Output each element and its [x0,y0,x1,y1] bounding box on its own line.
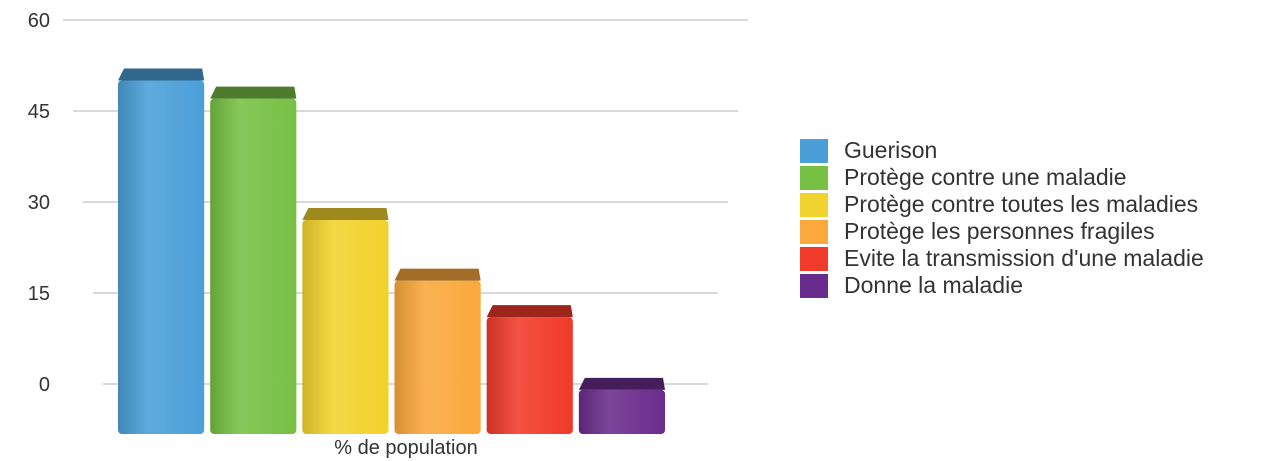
bar-front [210,98,297,435]
y-tick-label: 60 [28,10,50,32]
y-tick-label: 30 [28,192,50,214]
legend-swatch [800,138,828,163]
bar [210,86,297,435]
legend-item: Guerison [800,137,1204,164]
x-axis-label: % de population [334,437,477,459]
bar-top [118,68,205,81]
legend-label: Protège les personnes fragiles [844,218,1155,244]
bar [486,305,573,434]
legend-swatch [800,219,828,244]
legend-item: Protège contre toutes les maladies [800,191,1204,218]
legend-label: Protège contre toutes les maladies [844,191,1199,217]
legend-label: Guerison [844,137,938,163]
bar-front [578,389,665,434]
legend-item: Evite la transmission d'une maladie [800,245,1204,272]
bar-front [302,220,389,434]
y-tick-label: 45 [28,101,50,123]
legend-swatch [800,165,828,190]
y-tick-label: 0 [39,374,50,396]
legend-item: Protège contre une maladie [800,164,1204,191]
bar-top [394,268,481,281]
bar-chart: 0 15 30 45 60 % de population [28,10,748,459]
bars [118,68,665,435]
bar-top [578,377,665,390]
bar [578,377,665,434]
bar [302,208,389,434]
legend: Guerison Protège contre une maladie Prot… [800,137,1204,299]
legend-item: Protège les personnes fragiles [800,218,1204,245]
bar-top [302,208,389,220]
y-tick-label: 15 [28,283,50,305]
bar-front [118,80,205,434]
bar-top [210,86,297,99]
bar-top [486,305,573,318]
bar [118,68,205,434]
legend-swatch [800,246,828,271]
bar [394,268,481,434]
y-axis-ticks: 0 15 30 45 60 [28,10,50,396]
legend-label: Protège contre une maladie [844,164,1127,190]
legend-swatch [800,192,828,217]
bar-front [486,317,573,434]
legend-item: Donne la maladie [800,272,1204,299]
legend-label: Donne la maladie [844,272,1024,298]
legend-swatch [800,273,828,298]
bar-front [394,280,481,434]
legend-label: Evite la transmission d'une maladie [844,245,1204,271]
